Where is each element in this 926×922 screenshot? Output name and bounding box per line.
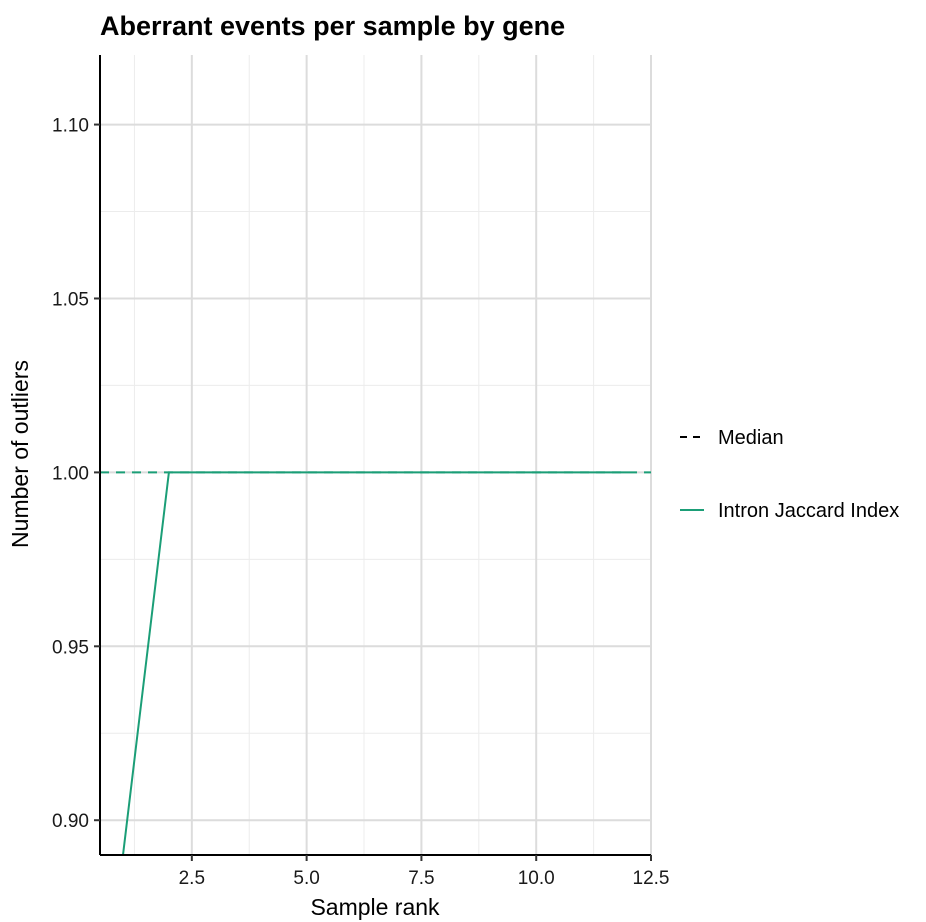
series-layer <box>100 471 651 855</box>
x-tick-label: 5.0 <box>293 868 319 889</box>
ticks: 2.5 5.0 7.5 10.0 12.5 0.90 0.95 1.00 1.05 1.10 <box>52 116 669 889</box>
legend-label-1: Intron Jaccard Index <box>718 500 899 522</box>
x-axis-title: Sample rank <box>310 894 440 920</box>
y-tick-label: 1.00 <box>52 463 89 484</box>
x-tick-label: 2.5 <box>179 868 205 889</box>
series-line-0 <box>122 471 628 855</box>
x-tick-label: 12.5 <box>633 868 670 889</box>
y-axis-title: Number of outliers <box>7 360 33 548</box>
x-tick-label: 10.0 <box>518 868 555 889</box>
y-tick-label: 1.10 <box>52 116 89 137</box>
legend: Median Intron Jaccard Index <box>680 427 899 522</box>
grid <box>100 55 652 855</box>
legend-label-0: Median <box>718 427 784 449</box>
y-tick-label: 0.90 <box>52 811 89 832</box>
x-tick-label: 7.5 <box>408 868 434 889</box>
y-tick-label: 0.95 <box>52 637 89 658</box>
y-tick-label: 1.05 <box>52 289 89 310</box>
chart-title: Aberrant events per sample by gene <box>100 11 565 41</box>
axes <box>99 55 651 856</box>
